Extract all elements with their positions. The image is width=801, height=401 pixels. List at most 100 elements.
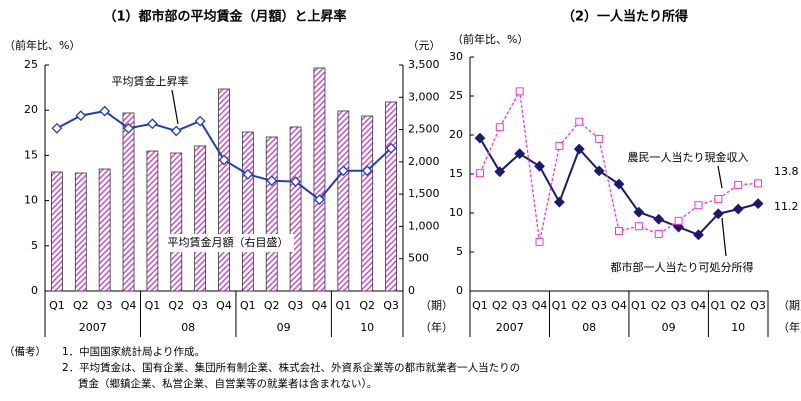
marker [314,194,325,206]
x-tick-label: Q1 [472,299,488,312]
bar [241,131,254,292]
marker [535,237,544,246]
marker [75,110,87,122]
notes-label: （備考） [4,345,46,358]
x-group-axis-label: （年） [778,320,801,334]
y-tick-label: 15 [24,148,38,161]
x-tick-label: Q2 [730,299,746,312]
x-tick-label: Q2 [168,299,184,312]
marker [515,87,524,96]
marker [575,117,584,126]
chart-title: （1）都市部の平均賃金（月額）と上昇率 [103,9,346,25]
marker [170,125,182,137]
y2-tick-label: 1,500 [408,187,440,200]
bar [122,112,135,292]
x-tick-label: Q1 [710,299,726,312]
y2-tick-label: 1,000 [408,219,440,232]
annotation-arrow [717,165,723,189]
chart-title: （2）一人当たり所得 [562,9,688,25]
y2-tick-label: 0 [408,284,415,297]
marker [123,122,134,134]
marker [290,176,302,188]
note: 2．平均賃金は、国有企業、集団所有制企業、株式会社、外資系企業等の都市就業者一人… [62,361,520,374]
bar [146,150,159,292]
y-tick-label: 30 [449,50,463,63]
marker [266,175,278,187]
y-tick-label: 0 [31,284,38,297]
marker [573,143,585,155]
marker [534,160,545,172]
x-tick-label: Q3 [512,299,528,312]
marker [555,141,564,150]
annotation-arrow [171,89,179,125]
y-axis-label: （前年比、%） [4,38,80,52]
marker [337,165,349,177]
marker [734,180,743,189]
y-tick-label: 20 [449,128,463,141]
marker [732,203,744,215]
marker [553,196,565,208]
marker [674,216,683,225]
annotation-arrow [721,217,727,257]
y-tick-label: 15 [449,167,463,180]
x-tick-label: Q4 [121,299,137,312]
x-group-axis-label: （年） [420,320,453,334]
annotation-bg [162,234,294,252]
marker [714,194,723,203]
y2-tick-label: 2,000 [408,155,440,168]
marker [633,206,645,218]
x-tick-label: Q1 [145,299,161,312]
marker [242,168,254,180]
annotation: 平均賃金上昇率 [112,74,189,88]
x-tick-label: Q3 [192,299,208,312]
bar [170,152,183,292]
x-tick-label: Q2 [571,299,587,312]
value-label: 11.2 [774,200,799,213]
y-tick-label: 5 [31,239,38,252]
x-tick-label: Q4 [611,299,627,312]
marker [712,208,724,220]
y2-tick-label: 500 [408,252,429,265]
x-tick-label: Q4 [216,299,232,312]
y-tick-label: 10 [24,194,38,207]
marker [99,105,111,117]
marker [475,169,484,178]
y-tick-label: 0 [456,284,463,297]
bar [289,126,302,292]
marker [694,201,703,210]
marker [593,165,605,177]
marker [654,230,663,239]
x-tick-label: Q3 [97,299,113,312]
bar [337,110,350,292]
marker [146,118,158,130]
value-label: 13.8 [774,165,799,178]
y2-axis-label: （元） [408,39,441,52]
x-group-label: 10 [731,321,745,334]
marker [653,213,665,225]
bar [98,168,111,292]
y-tick-label: 10 [449,206,463,219]
y-axis-label: （前年比、%） [452,32,528,46]
marker [194,115,206,127]
x-axis-label: （期） [420,299,453,312]
marker [495,123,504,132]
x-group-label: 2007 [496,321,524,334]
bar [218,88,230,292]
x-tick-label: Q3 [383,299,399,312]
y2-tick-label: 3,000 [408,90,440,103]
marker [51,122,63,134]
x-tick-label: Q4 [312,299,328,312]
y-tick-label: 5 [456,245,463,258]
marker [752,198,764,210]
y2-tick-label: 3,500 [408,58,440,71]
y-tick-label: 25 [24,58,38,71]
y-tick-label: 25 [449,89,463,102]
bar [385,101,397,292]
x-tick-label: Q1 [552,299,568,312]
note: 1．中国国家統計局より作成。 [62,345,205,358]
x-tick-label: Q3 [750,299,766,312]
x-group-label: 08 [181,321,195,334]
annotation: 平均賃金月額（右目盛） [168,235,289,249]
x-tick-label: Q2 [651,299,667,312]
